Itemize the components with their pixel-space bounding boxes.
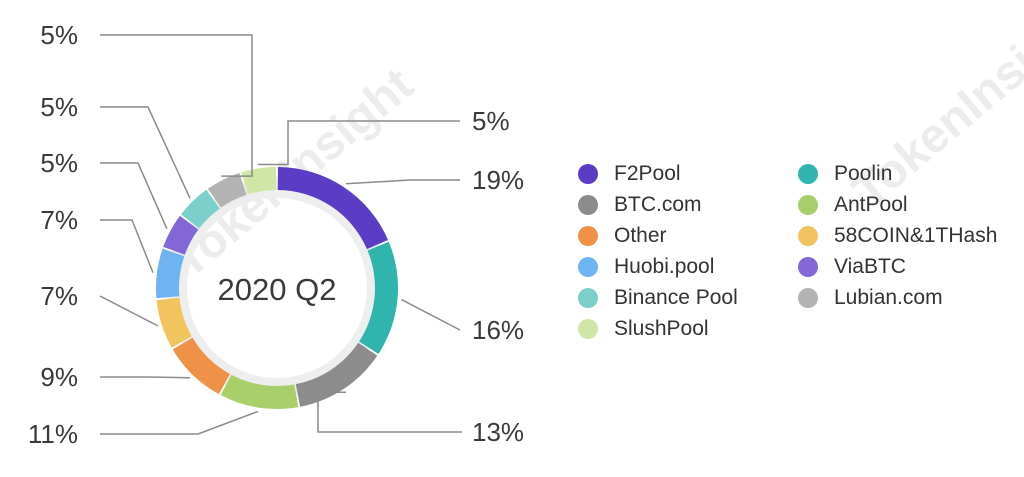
slice-poolin [359, 241, 398, 355]
legend-item-antpool: AntPool [798, 189, 1018, 220]
slice-antpool [220, 374, 299, 409]
percent-label-binance-pool: 5% [40, 92, 78, 122]
leader-line-huobi-pool [100, 219, 154, 273]
legend-swatch [578, 194, 598, 215]
leader-line-viabtc [100, 162, 168, 230]
legend-label: SlushPool [614, 316, 709, 340]
leader-line-antpool [100, 410, 259, 435]
center-label: 2020 Q2 [218, 272, 337, 307]
slice-btc-com [295, 342, 378, 407]
percent-label-poolin: 16% [472, 315, 524, 345]
percent-label-58coin-1thash: 7% [40, 281, 78, 311]
legend-label: 58COIN&1THash [834, 223, 998, 247]
slice-other [172, 337, 230, 395]
donut-slices [156, 167, 398, 409]
legend-label: Poolin [834, 161, 893, 185]
slice-lubian-com [207, 172, 247, 208]
legend-label: Huobi.pool [614, 254, 715, 278]
leader-line-other [100, 376, 190, 379]
legend-swatch [798, 225, 818, 246]
legend-swatch [798, 163, 818, 184]
legend-swatch [578, 287, 598, 308]
leader-line-f2pool [346, 179, 460, 185]
slice-huobi-pool [156, 248, 185, 299]
leader-line-slushpool [257, 120, 460, 166]
legend-swatch [578, 163, 598, 184]
legend-label: F2Pool [614, 161, 681, 185]
legend-label: Lubian.com [834, 285, 943, 309]
legend-item-btc-com: BTC.com [578, 189, 798, 220]
legend-item-58coin-1thash: 58COIN&1THash [798, 220, 1018, 251]
legend-label: Other [614, 223, 667, 247]
percent-label-other: 9% [40, 362, 78, 392]
slice-f2pool [277, 167, 389, 250]
legend-label: Binance Pool [614, 285, 738, 309]
chart-legend: F2Pool Poolin BTC.com AntPool Other 58COIN&1T… [578, 158, 1018, 344]
percent-labels: 19% 16% 13% 11% 9% 7% 7% 5% 5% 5% 5% [28, 20, 524, 449]
percent-label-f2pool: 19% [472, 165, 524, 195]
slice-binance-pool [181, 189, 220, 229]
legend-item-lubian-com: Lubian.com [798, 282, 1018, 313]
legend-item-slushpool: SlushPool [578, 313, 798, 344]
leader-line-lubian-com [100, 34, 253, 177]
legend-swatch [798, 256, 818, 277]
legend-swatch [578, 256, 598, 277]
legend-item-poolin: Poolin [798, 158, 1018, 189]
percent-label-antpool: 11% [28, 419, 78, 449]
legend-item-binance-pool: Binance Pool [578, 282, 798, 313]
leader-line-58coin-1thash [99, 295, 159, 327]
legend-label: ViaBTC [834, 254, 906, 278]
slice-viabtc [163, 215, 199, 255]
legend-item-other: Other [578, 220, 798, 251]
legend-swatch [578, 225, 598, 246]
slice-slushpool [241, 167, 277, 195]
slice-58coin-1thash [156, 297, 192, 348]
percent-label-viabtc: 5% [40, 148, 78, 178]
leader-line-poolin [401, 298, 461, 331]
percent-label-slushpool: 5% [472, 106, 510, 136]
percent-label-btc-com: 13% [472, 417, 524, 447]
legend-swatch [578, 318, 598, 339]
legend-swatch [798, 287, 818, 308]
legend-item-f2pool: F2Pool [578, 158, 798, 189]
legend-item-huobi-pool: Huobi.pool [578, 251, 798, 282]
legend-item-viabtc: ViaBTC [798, 251, 1018, 282]
leader-line-binance-pool [100, 106, 191, 199]
percent-label-lubian-com: 5% [40, 20, 78, 50]
leader-line-btc-com [317, 391, 462, 433]
percent-label-huobi-pool: 7% [40, 205, 78, 235]
legend-swatch [798, 194, 818, 215]
leader-lines [99, 34, 462, 435]
legend-label: AntPool [834, 192, 908, 216]
legend-label: BTC.com [614, 192, 702, 216]
